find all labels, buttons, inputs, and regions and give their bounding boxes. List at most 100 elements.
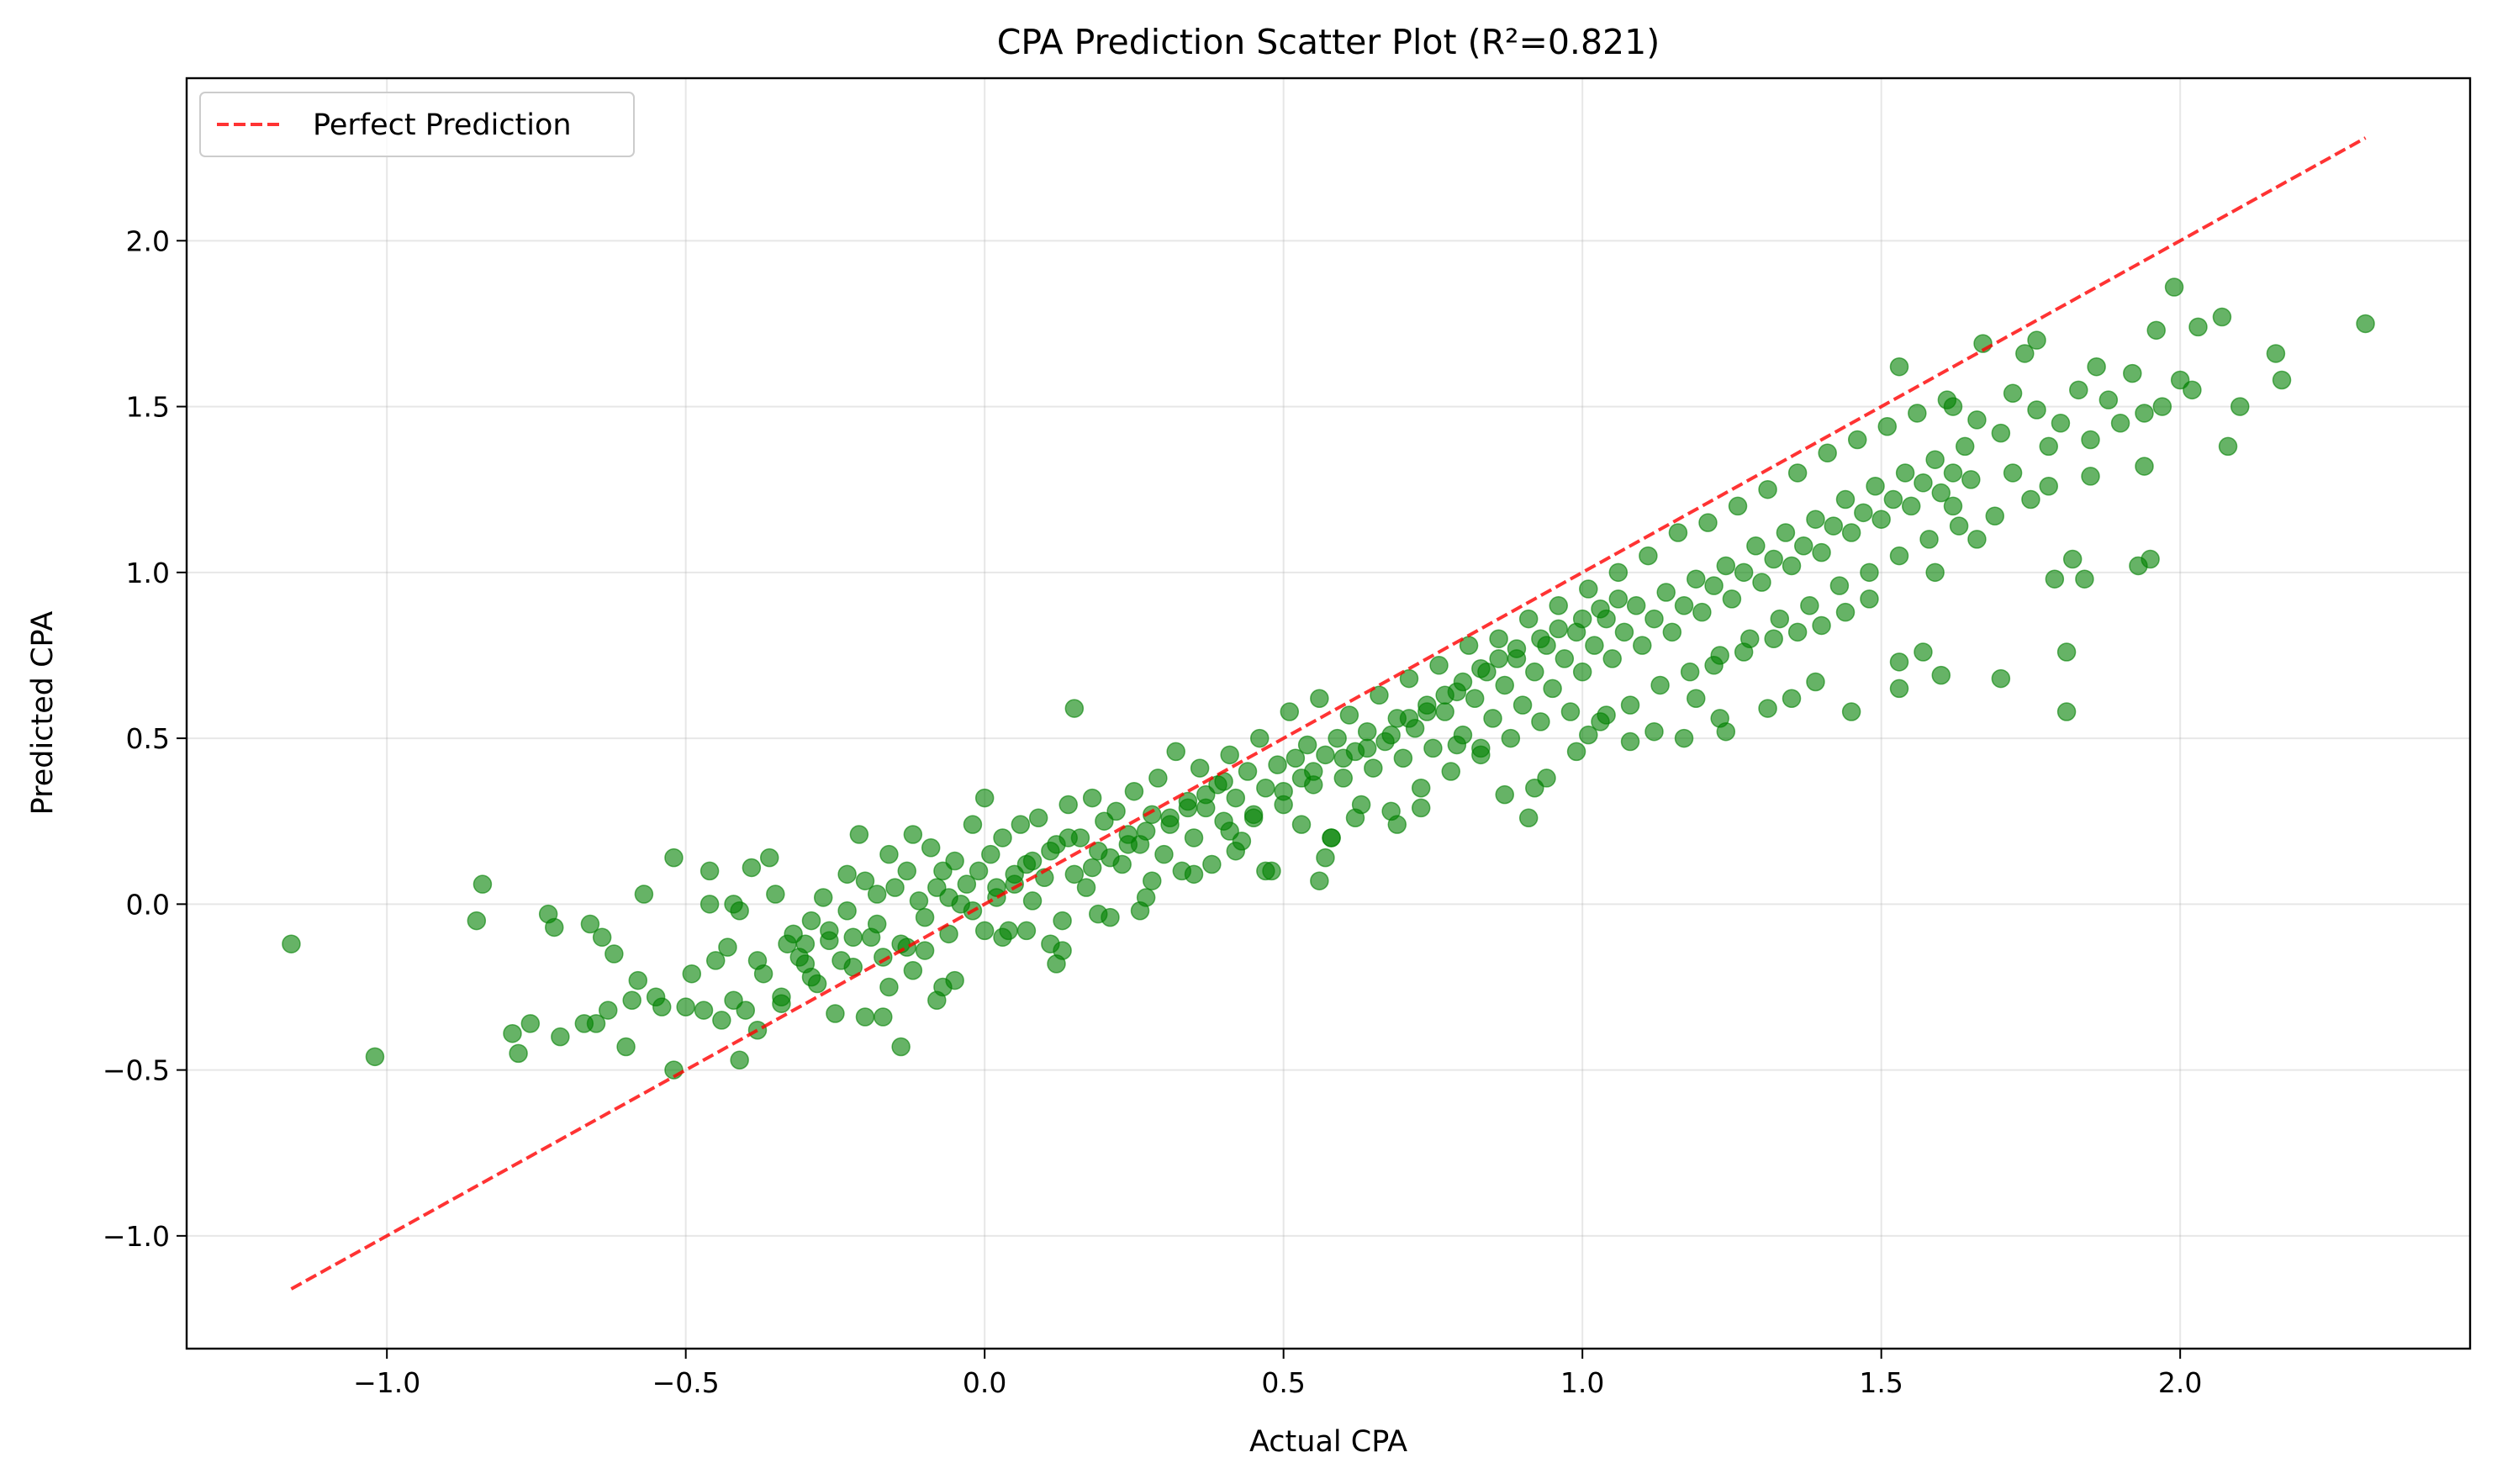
data-point xyxy=(699,861,720,881)
data-point xyxy=(1184,864,1204,885)
data-point xyxy=(1370,685,1389,705)
data-point xyxy=(1357,721,1377,742)
data-point xyxy=(1818,443,1837,463)
data-point xyxy=(1310,871,1329,890)
data-point xyxy=(1274,781,1293,801)
data-point xyxy=(1489,649,1508,668)
data-point xyxy=(1041,841,1060,861)
data-point xyxy=(699,895,720,914)
data-point xyxy=(1787,463,1808,483)
data-point xyxy=(1662,622,1682,642)
data-point xyxy=(1626,596,1646,615)
x-tick-label: −1.0 xyxy=(353,1366,420,1399)
data-point xyxy=(1555,649,1575,668)
data-point xyxy=(1387,815,1407,834)
data-point xyxy=(2069,380,2088,400)
data-point xyxy=(1704,656,1724,675)
data-point xyxy=(1022,851,1043,871)
data-point xyxy=(1512,695,1533,715)
data-point xyxy=(939,888,958,907)
data-point xyxy=(1782,556,1802,576)
data-point xyxy=(909,891,929,911)
data-point xyxy=(1345,808,1365,828)
data-point xyxy=(1316,745,1335,765)
data-point xyxy=(1268,755,1287,774)
data-point xyxy=(1991,668,2011,689)
data-point xyxy=(837,900,857,921)
x-tick-label: 0.5 xyxy=(1261,1366,1305,1399)
data-point xyxy=(1841,702,1861,721)
data-point xyxy=(1148,768,1168,788)
data-point xyxy=(1435,685,1454,705)
data-point xyxy=(1507,639,1527,658)
data-point xyxy=(1531,712,1550,731)
data-point xyxy=(1357,738,1377,758)
data-point xyxy=(1889,652,1909,672)
data-point xyxy=(1291,815,1312,834)
data-point xyxy=(2027,400,2046,420)
data-point xyxy=(1256,779,1275,798)
data-point xyxy=(1441,762,1461,781)
data-point xyxy=(903,825,923,844)
data-point xyxy=(282,934,301,953)
data-point xyxy=(1220,821,1239,841)
data-point xyxy=(1901,496,1921,516)
data-point xyxy=(1854,503,1873,523)
data-point xyxy=(1925,562,1945,583)
data-point xyxy=(1064,699,1085,718)
data-point xyxy=(1728,496,1748,516)
data-point xyxy=(1889,356,1909,377)
data-point xyxy=(1704,576,1724,595)
data-points xyxy=(282,277,2375,1080)
data-point xyxy=(1518,609,1539,629)
data-point xyxy=(1238,762,1258,781)
data-point xyxy=(1602,649,1622,668)
data-point xyxy=(1793,536,1813,556)
data-point xyxy=(1303,762,1323,781)
data-point xyxy=(1417,702,1437,721)
data-point xyxy=(897,861,916,881)
data-point xyxy=(1249,728,1270,748)
data-point xyxy=(2110,414,2130,433)
data-point xyxy=(879,844,899,864)
data-point xyxy=(1101,848,1120,868)
data-point xyxy=(1746,536,1766,556)
data-point xyxy=(1399,709,1419,728)
y-tick-label: 1.5 xyxy=(126,391,170,424)
data-point xyxy=(1333,748,1354,768)
data-point xyxy=(1160,808,1180,828)
y-axis-label: Predicted CPA xyxy=(26,611,60,816)
data-point xyxy=(1985,506,2005,526)
data-point xyxy=(1764,549,1783,569)
data-point xyxy=(1758,479,1777,499)
data-point xyxy=(1722,589,1742,609)
data-point xyxy=(1620,731,1640,752)
data-point xyxy=(772,994,791,1013)
data-point xyxy=(2039,436,2058,457)
data-point xyxy=(1961,470,1981,489)
data-point xyxy=(826,1004,845,1023)
data-point xyxy=(724,990,743,1011)
y-tick-label: 1.0 xyxy=(126,557,170,589)
legend-label-perfect-prediction: Perfect Prediction xyxy=(313,108,572,142)
data-point xyxy=(1381,725,1401,745)
data-point xyxy=(2015,344,2035,363)
data-point xyxy=(1829,576,1850,595)
data-point xyxy=(753,964,773,984)
data-point xyxy=(2056,642,2077,662)
data-point xyxy=(963,815,983,834)
x-tick-label: 1.0 xyxy=(1560,1366,1604,1399)
data-point xyxy=(1908,404,1927,423)
data-point xyxy=(1393,748,1413,768)
chart-title: CPA Prediction Scatter Plot (R²=0.821) xyxy=(997,22,1660,62)
data-point xyxy=(1895,463,1915,483)
data-point xyxy=(1680,662,1700,682)
data-point xyxy=(718,937,737,957)
data-point xyxy=(2075,569,2094,589)
data-point xyxy=(2230,397,2250,416)
data-point xyxy=(1620,695,1640,715)
legend: Perfect Prediction xyxy=(199,92,635,157)
data-point xyxy=(2272,370,2292,390)
data-point xyxy=(2098,390,2119,409)
